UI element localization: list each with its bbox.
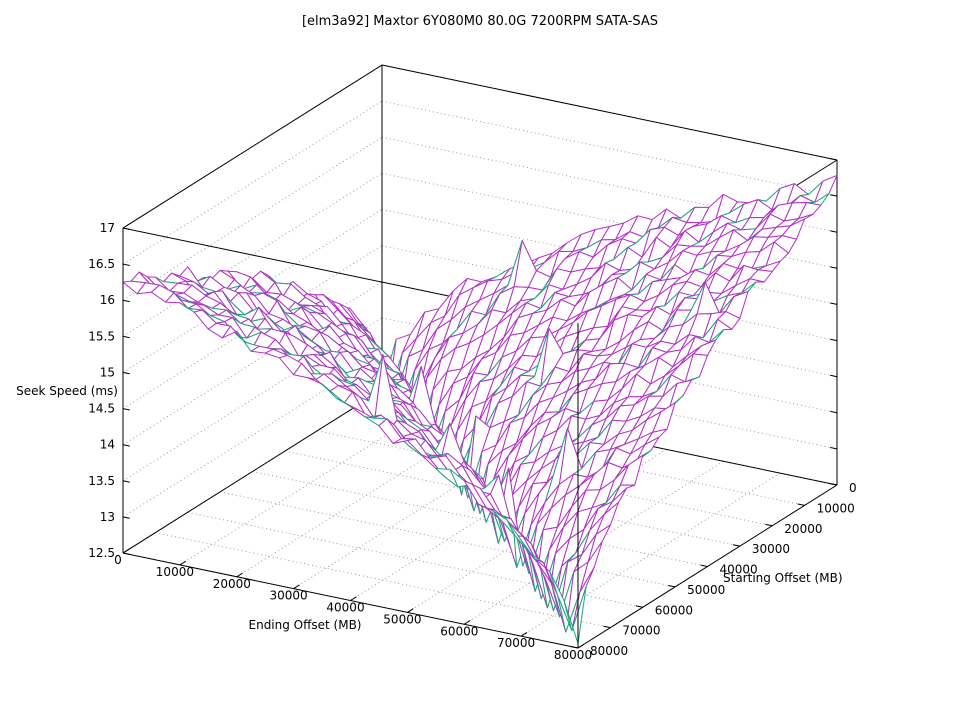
tick-label: 50000	[383, 612, 421, 626]
tick-label: 14	[100, 438, 115, 452]
tick-label: 12.5	[88, 546, 115, 560]
tick-label: 10000	[156, 565, 194, 579]
tick-label: 30000	[270, 589, 308, 603]
tick-label: 0	[849, 481, 857, 495]
tick-label: 13.5	[88, 474, 115, 488]
tick-label: 16	[100, 293, 115, 307]
tick-label: 13	[100, 510, 115, 524]
tick-label: 30000	[752, 542, 790, 556]
tick-label: 20000	[213, 577, 251, 591]
tick-label: 16.5	[88, 257, 115, 271]
tick-label: 70000	[497, 636, 535, 650]
tick-label: 17	[100, 221, 115, 235]
tick-label: 40000	[720, 563, 758, 577]
tick-label: 80000	[554, 648, 592, 662]
tick-label: 15	[100, 365, 115, 379]
tick-label: 60000	[440, 624, 478, 638]
chart-title: [elm3a92] Maxtor 6Y080M0 80.0G 7200RPM S…	[301, 14, 659, 29]
tick-label: 80000	[590, 644, 628, 658]
axis-ticks	[122, 158, 838, 649]
surface-mesh	[122, 174, 838, 644]
tick-labels: 12.5 13 13.5 14 14.5 15 15.5 16 16.5 17 0 10000 2000…	[88, 221, 856, 662]
tick-label: 14.5	[88, 402, 115, 416]
y-axis-label: Starting Offset (MB)	[723, 571, 843, 585]
tick-label: 70000	[622, 624, 660, 638]
tick-label: 60000	[655, 603, 693, 617]
tick-label: 20000	[784, 522, 822, 536]
tick-label: 0	[114, 553, 122, 567]
tick-label: 10000	[817, 501, 855, 515]
z-axis-label: Seek Speed (ms)	[16, 384, 118, 398]
x-axis-label: Ending Offset (MB)	[248, 618, 362, 632]
tick-label: 50000	[687, 583, 725, 597]
tick-label: 15.5	[88, 329, 115, 343]
tick-label: 40000	[326, 601, 364, 615]
